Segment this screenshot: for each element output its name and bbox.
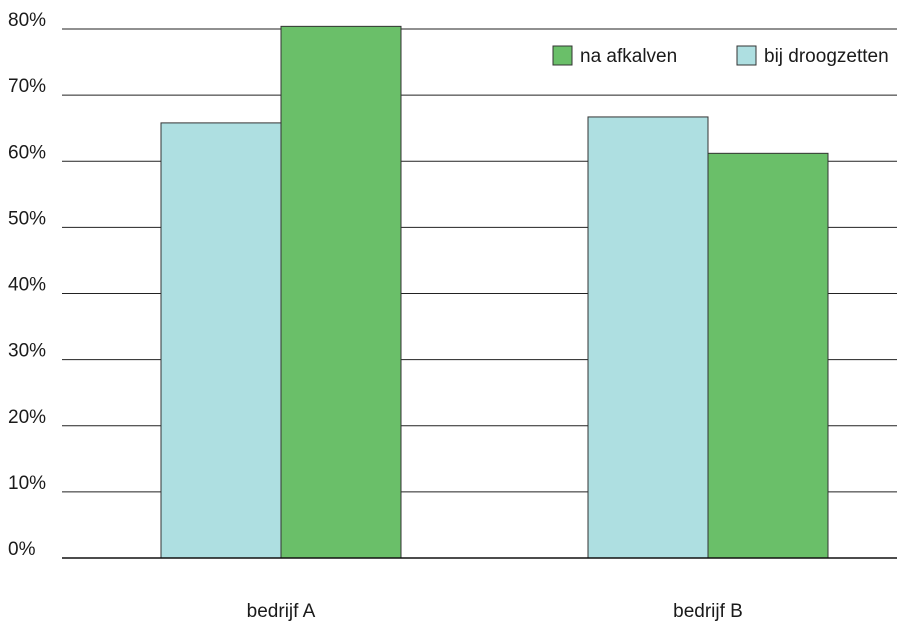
x-axis-category-labels: bedrijf A bedrijf B: [247, 601, 743, 621]
y-tick-label: 60%: [8, 142, 46, 163]
y-tick-label: 20%: [8, 407, 46, 428]
y-tick-label: 50%: [8, 208, 46, 229]
y-tick-label: 80%: [8, 10, 46, 31]
y-axis-tick-labels: 0% 10% 20% 30% 40% 50% 60% 70% 80%: [8, 10, 46, 560]
legend-label-na-afkalven: na afkalven: [580, 46, 677, 67]
bar-bedrijf-a-bij-droogzetten: [160, 122, 282, 559]
y-tick-label: 0%: [8, 539, 36, 560]
bar-bedrijf-a-na-afkalven: [280, 25, 402, 559]
y-tick-label: 40%: [8, 275, 46, 296]
x-category-label: bedrijf B: [673, 601, 743, 621]
legend: na afkalven bij droogzetten: [552, 45, 889, 67]
x-category-label: bedrijf A: [247, 601, 316, 621]
y-tick-label: 10%: [8, 473, 46, 494]
y-tick-label: 30%: [8, 341, 46, 362]
legend-swatch-bij-droogzetten: [736, 45, 757, 66]
y-tick-label: 70%: [8, 76, 46, 97]
legend-swatch-na-afkalven: [552, 45, 573, 66]
legend-label-bij-droogzetten: bij droogzetten: [764, 46, 889, 67]
bars: [160, 25, 829, 559]
bar-bedrijf-b-na-afkalven: [707, 152, 829, 559]
bar-bedrijf-b-bij-droogzetten: [587, 116, 709, 559]
